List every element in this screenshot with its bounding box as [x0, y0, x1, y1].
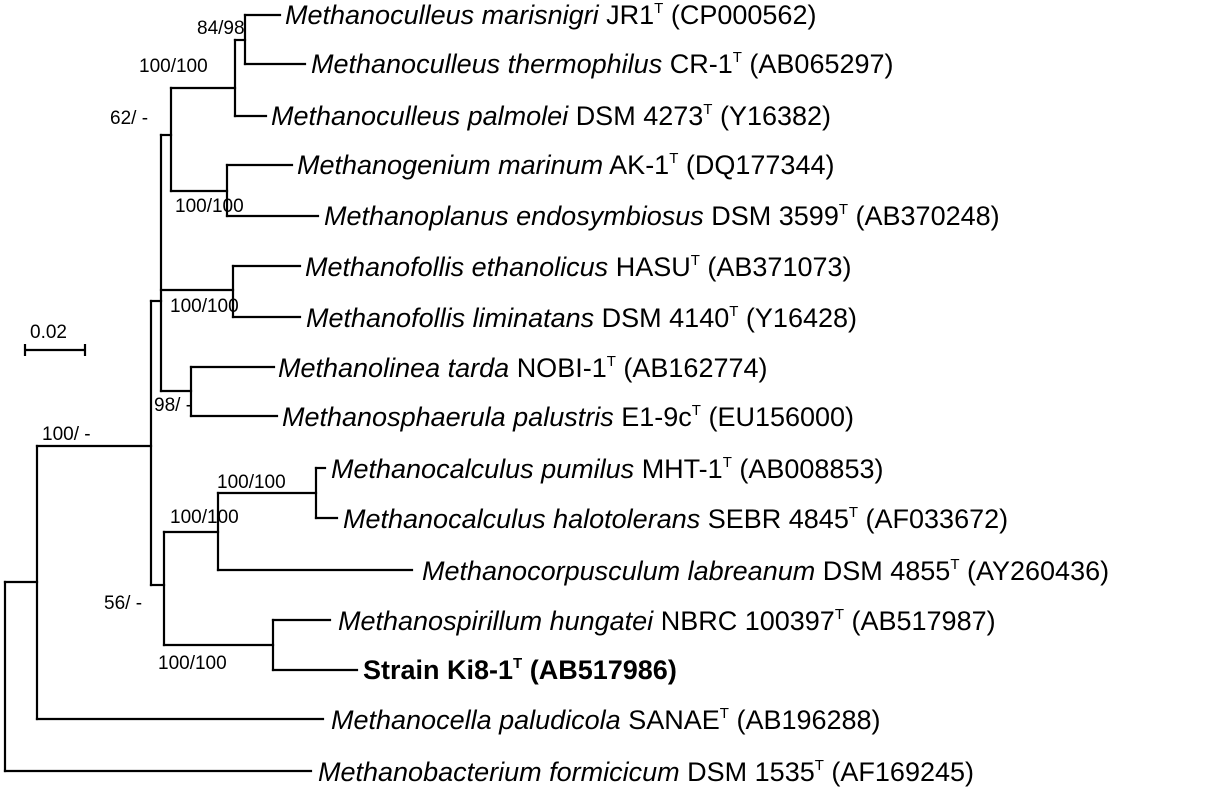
- tree-branches: [3, 13, 414, 773]
- support-value: 62/ -: [110, 108, 148, 129]
- taxon-label: Methanocalculus halotolerans SEBR 4845T …: [343, 504, 1008, 534]
- support-value: 84/98: [197, 18, 245, 39]
- taxon-label: Methanogenium marinum AK-1T (DQ177344): [297, 150, 834, 180]
- support-value: 100/ -: [42, 424, 91, 445]
- support-value: 100/100: [158, 653, 227, 674]
- taxon-labels: Methanoculleus marisnigri JR1T (CP000562…: [271, 0, 1109, 787]
- support-value: 100/100: [139, 56, 208, 77]
- support-values: 84/98 100/100 62/ - 100/100 100/100 98/ …: [42, 18, 286, 674]
- support-value: 98/ -: [154, 395, 192, 416]
- taxon-label: Methanocella paludicola SANAET (AB196288…: [331, 705, 881, 735]
- taxon-label: Methanofollis liminatans DSM 4140T (Y164…: [306, 303, 857, 333]
- taxon-label: Methanolinea tarda NOBI-1T (AB162774): [278, 353, 768, 383]
- taxon-label: Methanobacterium formicicum DSM 1535T (A…: [318, 757, 974, 787]
- scale-bar: 0.02: [23, 322, 87, 356]
- support-value: 100/100: [170, 296, 239, 317]
- taxon-label: Methanoculleus marisnigri JR1T (CP000562…: [285, 0, 816, 30]
- taxon-label: Methanoculleus palmolei DSM 4273T (Y1638…: [271, 101, 831, 131]
- taxon-label: Methanosphaerula palustris E1-9cT (EU156…: [282, 402, 854, 432]
- support-value: 100/100: [170, 507, 239, 528]
- scale-bar-label: 0.02: [30, 322, 67, 343]
- support-value: 100/100: [217, 472, 286, 493]
- taxon-label-highlighted: Strain Ki8-1T (AB517986): [363, 655, 677, 685]
- scale-bar-line: [23, 344, 87, 356]
- taxon-label: Methanocorpusculum labreanum DSM 4855T (…: [422, 556, 1109, 586]
- taxon-label: Methanospirillum hungatei NBRC 100397T (…: [338, 606, 996, 636]
- support-value: 56/ -: [104, 593, 142, 614]
- taxon-label: Methanoculleus thermophilus CR-1T (AB065…: [311, 49, 894, 79]
- taxon-label: Methanoplanus endosymbiosus DSM 3599T (A…: [324, 201, 1000, 231]
- taxon-label: Methanocalculus pumilus MHT-1T (AB008853…: [331, 454, 883, 484]
- taxon-label: Methanofollis ethanolicus HASUT (AB37107…: [305, 252, 852, 282]
- support-value: 100/100: [175, 196, 244, 217]
